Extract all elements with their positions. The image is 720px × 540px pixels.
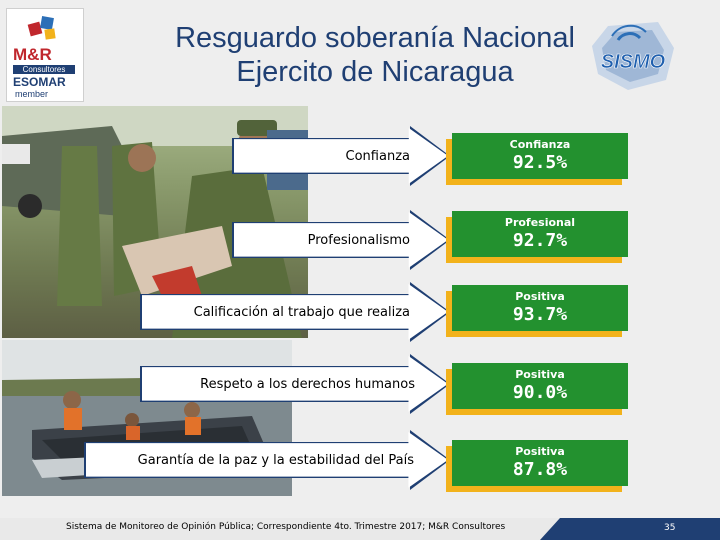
result-box-confianza: Confianza 92.5% <box>452 133 628 179</box>
sismo-logo-text: SISMO <box>601 51 666 73</box>
result-box-garantia: Positiva 87.8% <box>452 440 628 486</box>
arrow-derechos-icon <box>140 354 450 414</box>
arrow-confianza-icon <box>232 126 450 186</box>
mr-consultores-logo: M&R Consultores ESOMAR member <box>6 8 84 102</box>
result-box-profesionalismo: Profesional 92.7% <box>452 211 628 257</box>
result-caption: Positiva <box>515 290 565 303</box>
result-caption: Profesional <box>504 216 576 229</box>
logo-tag: member <box>15 89 49 99</box>
sismo-logo: SISMO <box>592 22 674 90</box>
arrow-profesionalismo-icon <box>232 210 450 270</box>
page-number: 35 <box>664 523 676 533</box>
logo-sub: Consultores <box>13 65 75 74</box>
result-caption: Confianza <box>509 138 571 151</box>
result-caption: Positiva <box>515 368 565 381</box>
result-value: 93.7% <box>512 304 568 325</box>
slide-title-line2: Ejercito de Nicaragua <box>236 56 514 88</box>
footer-source: Sistema de Monitoreo de Opinión Pública;… <box>66 522 506 532</box>
item-label-profesionalismo: Profesionalismo <box>307 233 410 248</box>
result-value: 90.0% <box>512 382 568 403</box>
result-box-calificacion: Positiva 93.7% <box>452 285 628 331</box>
result-value: 92.7% <box>512 230 568 251</box>
item-label-calificacion: Calificación al trabajo que realiza <box>193 305 410 320</box>
item-label-confianza: Confianza <box>345 149 410 164</box>
logo-brand: M&R <box>13 45 52 64</box>
result-value: 87.8% <box>512 459 568 480</box>
footer-bar <box>0 518 720 540</box>
item-label-derechos: Respeto a los derechos humanos <box>200 377 415 392</box>
mr-logo-mark-icon <box>27 16 56 40</box>
logo-org: ESOMAR <box>13 75 66 89</box>
item-label-garantia: Garantía de la paz y la estabilidad del … <box>137 453 414 468</box>
result-box-derechos: Positiva 90.0% <box>452 363 628 409</box>
arrow-calificacion-icon <box>140 282 450 342</box>
result-caption: Positiva <box>515 445 565 458</box>
result-value: 92.5% <box>512 152 568 173</box>
slide-title-line1: Resguardo soberanía Nacional <box>175 22 575 54</box>
arrow-garantia-icon <box>84 430 450 490</box>
